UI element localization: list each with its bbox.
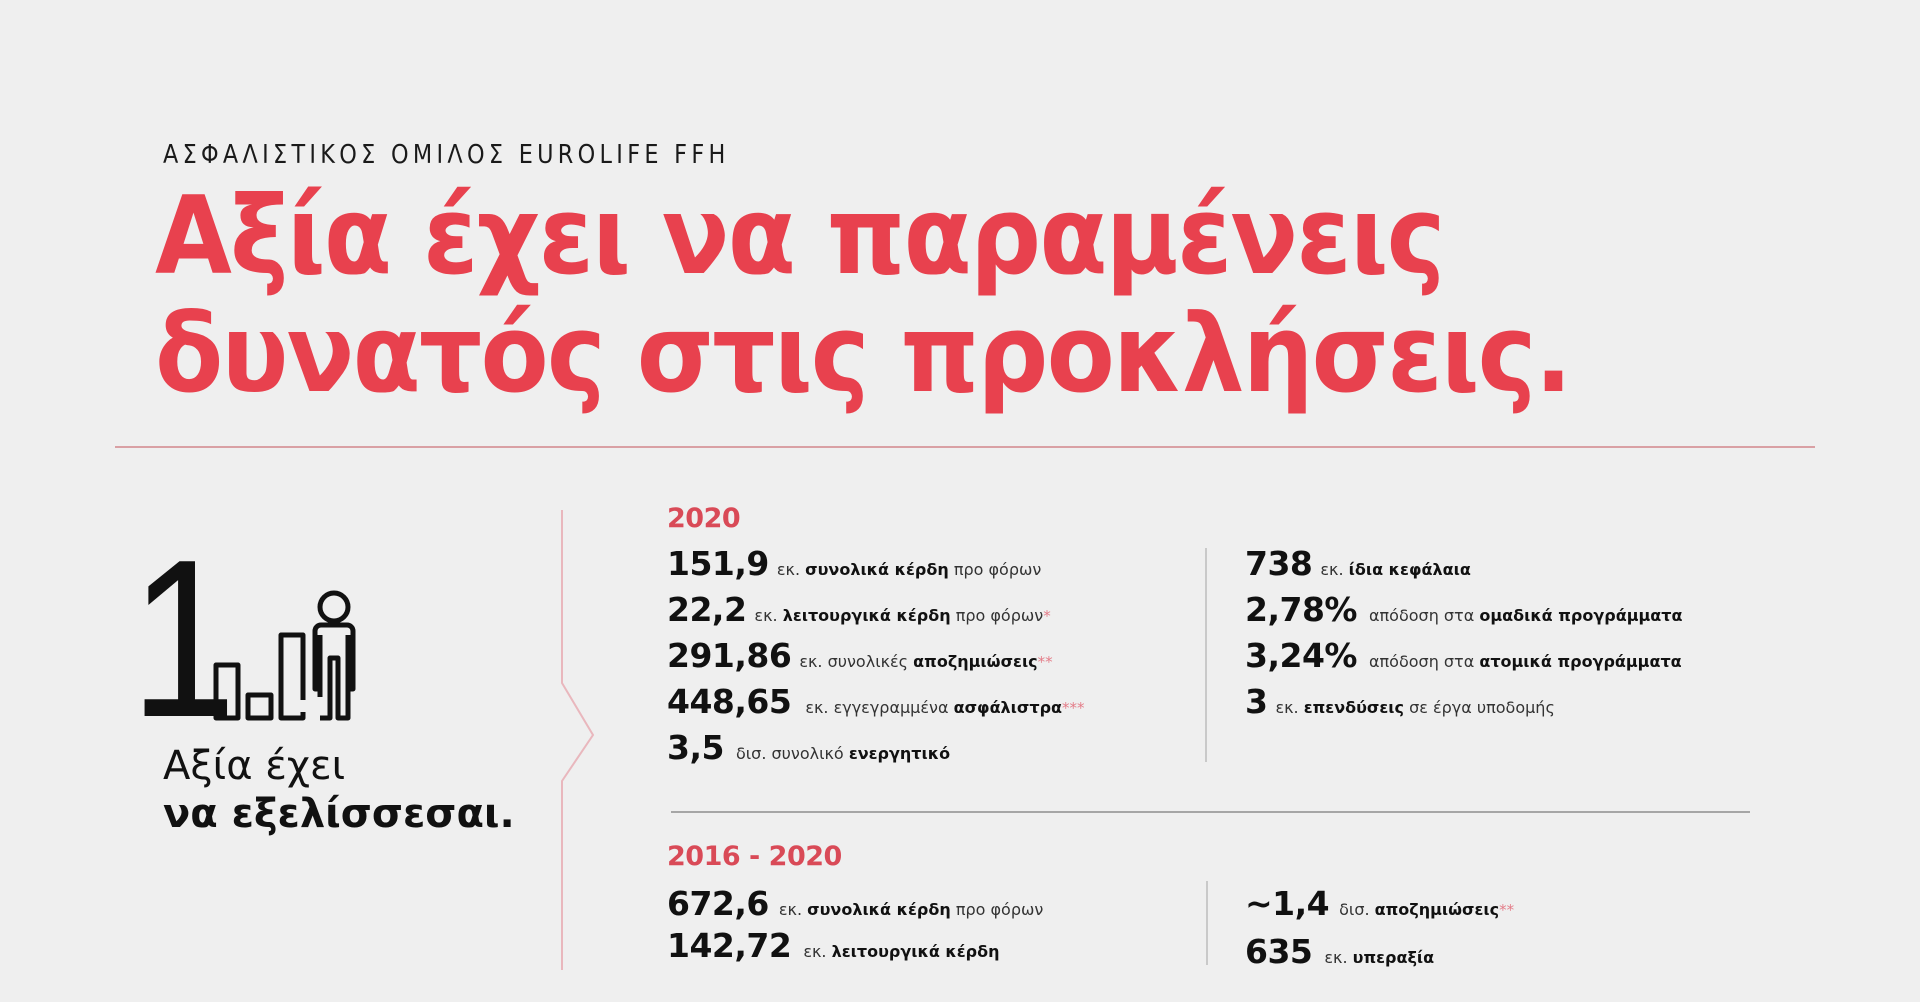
- pillar-number: 1: [130, 512, 237, 764]
- stat-value: 3: [1245, 682, 1268, 721]
- stat-2020-left-1: 22,2 εκ. λειτουργικά κέρδη προ φόρων*: [667, 590, 1051, 629]
- caption-line-2: να εξελίσσεσαι.: [163, 791, 515, 837]
- chevron-divider: [561, 510, 595, 970]
- stat-label: εκ. συνολικά κέρδη προ φόρων: [778, 900, 1044, 919]
- red-divider: [115, 446, 1815, 448]
- stat-label: απόδοση στα ομαδικά προγράμματα: [1369, 606, 1683, 625]
- stat-label: απόδοση στα ατομικά προγράμματα: [1369, 652, 1682, 671]
- section-year-2020: 2020: [667, 503, 741, 534]
- stat-value: ~1,4: [1245, 884, 1330, 923]
- stat-label: εκ. υπεραξία: [1324, 948, 1435, 967]
- stat-label: εκ. ίδια κεφάλαια: [1320, 560, 1471, 579]
- company-subtitle: ΑΣΦΑΛΙΣΤΙΚΟΣ ΟΜΙΛΟΣ EUROLIFE FFH: [163, 140, 730, 170]
- stat-label: εκ. συνολικά κέρδη προ φόρων: [776, 560, 1042, 579]
- stat-2020-left-3: 448,65 εκ. εγγεγραμμένα ασφάλιστρα***: [667, 682, 1085, 721]
- stat-value: 2,78%: [1245, 590, 1358, 629]
- stat-label: εκ. επενδύσεις σε έργα υποδομής: [1275, 698, 1555, 717]
- stat-period-left-1: 142,72 εκ. λειτουργικά κέρδη: [667, 926, 1000, 965]
- column-divider-period: [1206, 881, 1208, 965]
- section-separator: [671, 811, 1750, 813]
- stat-label: εκ. συνολικές αποζημιώσεις**: [799, 652, 1053, 671]
- stat-2020-left-4: 3,5 δισ. συνολικό ενεργητικό: [667, 728, 950, 767]
- stat-value: 151,9: [667, 544, 769, 583]
- stat-value: 448,65: [667, 682, 792, 721]
- stat-value: 291,86: [667, 636, 792, 675]
- stat-value: 635: [1245, 932, 1313, 971]
- stat-2020-left-0: 151,9 εκ. συνολικά κέρδη προ φόρων: [667, 544, 1041, 583]
- stat-label: εκ. λειτουργικά κέρδη προ φόρων*: [754, 606, 1051, 625]
- footnote-marker: **: [1499, 901, 1515, 919]
- stat-label: δισ. αποζημιώσεις**: [1339, 900, 1515, 919]
- stat-value: 3,5: [667, 728, 724, 767]
- footnote-marker: **: [1037, 653, 1053, 671]
- footnote-marker: ***: [1062, 699, 1085, 717]
- stat-label: δισ. συνολικό ενεργητικό: [735, 744, 951, 763]
- headline: Αξία έχει να παραμένεις δυνατός στις προ…: [155, 174, 1572, 417]
- caption-line-1: Αξία έχει: [163, 743, 346, 789]
- stat-2020-right-3: 3 εκ. επενδύσεις σε έργα υποδομής: [1245, 682, 1555, 721]
- column-divider-2020: [1205, 548, 1207, 762]
- stat-2020-right-1: 2,78% απόδοση στα ομαδικά προγράμματα: [1245, 590, 1682, 629]
- pillar-caption: Αξία έχει να εξελίσσεσαι.: [163, 742, 515, 838]
- footnote-marker: *: [1043, 607, 1051, 625]
- stat-value: 3,24%: [1245, 636, 1358, 675]
- stat-label: εκ. εγγεγραμμένα ασφάλιστρα***: [805, 698, 1085, 717]
- section-year-2016-2020: 2016 - 2020: [667, 841, 842, 872]
- stat-period-right-0: ~1,4 δισ. αποζημιώσεις**: [1245, 884, 1514, 923]
- stat-period-left-0: 672,6 εκ. συνολικά κέρδη προ φόρων: [667, 884, 1043, 923]
- headline-line-2: δυνατός στις προκλήσεις.: [155, 292, 1572, 417]
- stat-value: 672,6: [667, 884, 769, 923]
- stat-2020-left-2: 291,86 εκ. συνολικές αποζημιώσεις**: [667, 636, 1053, 675]
- growth-bars-person-icon: [213, 590, 356, 721]
- stat-label: εκ. λειτουργικά κέρδη: [803, 942, 1000, 961]
- headline-line-1: Αξία έχει να παραμένεις: [155, 174, 1446, 299]
- stat-value: 142,72: [667, 926, 792, 965]
- stat-value: 22,2: [667, 590, 747, 629]
- stat-2020-right-0: 738 εκ. ίδια κεφάλαια: [1245, 544, 1471, 583]
- stat-period-right-1: 635 εκ. υπεραξία: [1245, 932, 1434, 971]
- stat-value: 738: [1245, 544, 1313, 583]
- stat-2020-right-2: 3,24% απόδοση στα ατομικά προγράμματα: [1245, 636, 1682, 675]
